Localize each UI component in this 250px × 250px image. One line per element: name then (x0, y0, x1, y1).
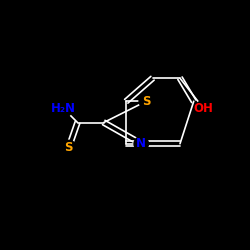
Text: S: S (64, 141, 73, 154)
Point (144, 99, 148, 103)
Point (67, 146, 71, 150)
Text: N: N (136, 137, 146, 150)
Point (62, 107, 66, 111)
Point (139, 142, 143, 146)
Point (202, 107, 206, 111)
Text: H₂N: H₂N (51, 102, 76, 115)
Text: S: S (142, 95, 150, 108)
Text: OH: OH (194, 102, 214, 115)
